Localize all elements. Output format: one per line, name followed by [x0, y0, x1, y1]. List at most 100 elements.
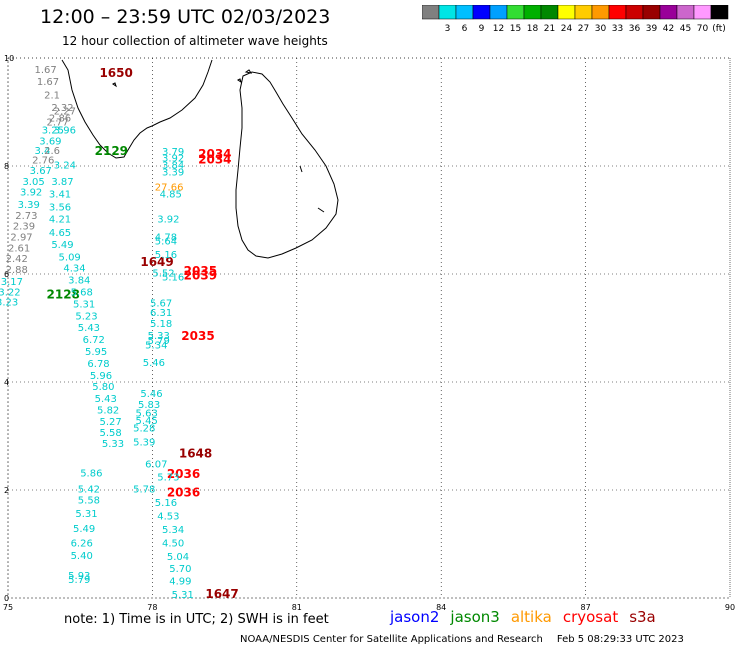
color-scale-tick: 3 — [445, 24, 451, 34]
swh-value-label: 5.64 — [155, 236, 177, 247]
swh-value-label: 5.04 — [167, 552, 189, 563]
color-scale-tick: 18 — [527, 24, 539, 34]
color-scale-tick: 42 — [663, 24, 674, 34]
swh-value-label: 4.34 — [63, 263, 85, 274]
coastline-layer — [61, 59, 339, 259]
color-scale-tick: 33 — [612, 24, 623, 34]
swh-value-label: 5.78 — [133, 485, 155, 496]
swh-value-label: 5.83 — [138, 400, 160, 411]
swh-value-label: 6.07 — [145, 459, 167, 470]
swh-value-label: 3.79 — [162, 147, 184, 158]
color-scale-tick: 21 — [544, 24, 555, 34]
swh-value-label: 5.34 — [162, 525, 184, 536]
swh-value-label: 6.26 — [71, 539, 93, 550]
swh-value-label: 5.80 — [92, 382, 114, 393]
swh-value-label: 5.58 — [99, 428, 121, 439]
swh-value-label: 5.93 — [68, 571, 90, 582]
swh-value-label: 3.92 — [157, 215, 179, 226]
color-scale-tick: 24 — [561, 24, 573, 34]
swh-value-label: 3.96 — [54, 126, 76, 137]
swh-value-label: 5.31 — [75, 509, 97, 520]
swh-value-label: 4.85 — [160, 189, 182, 200]
swh-value-label: 6.78 — [87, 359, 109, 370]
pass-time-label: 2036 — [167, 467, 200, 481]
swh-value-label: 27.66 — [155, 182, 184, 193]
swh-value-label: 3.92 — [20, 188, 42, 199]
swh-value-label: 2.1 — [44, 91, 60, 102]
color-scale-tick: 15 — [510, 24, 521, 34]
swh-value-label: 5.79 — [148, 336, 170, 347]
swh-value-label: 5.63 — [136, 409, 158, 420]
page-title: 12:00 – 23:59 UTC 02/03/2023 — [40, 6, 331, 28]
island-dot — [244, 69, 253, 74]
swh-value-label: 5.43 — [78, 323, 100, 334]
lon-tick-label: 75 — [3, 603, 13, 612]
swh-value-label: 5.33 — [148, 331, 170, 342]
pass-time-label: 1649 — [140, 255, 173, 269]
swh-value-label: 1.67 — [34, 65, 56, 76]
lat-tick-label: 4 — [4, 378, 9, 387]
color-scale-tick: 12 — [493, 24, 504, 34]
swh-value-label: 5.31 — [73, 299, 95, 310]
swh-value-label: 4.78 — [155, 233, 177, 244]
lon-tick-label: 78 — [147, 603, 157, 612]
swh-value-label: 5.18 — [150, 319, 172, 330]
pass-time-label: 2128 — [47, 287, 80, 301]
lagoon-mark — [299, 165, 303, 173]
pass-time-label: 1650 — [99, 66, 132, 80]
swh-value-label: 5.39 — [133, 438, 155, 449]
axis-labels: 75 78 81 84 87 90 0 2 4 6 8 10 — [3, 54, 735, 612]
lat-tick-label: 8 — [4, 162, 9, 171]
swh-value-label: 5.16 — [155, 498, 177, 509]
swh-value-label: 5.70 — [169, 564, 191, 575]
pass-time-label: 1647 — [205, 587, 238, 601]
swh-value-label: 3.24 — [54, 161, 76, 172]
swh-value-label: 2.61 — [8, 243, 30, 254]
swh-value-label: 5.16 — [155, 250, 177, 261]
lagoon-mark — [317, 207, 325, 213]
color-scale-tick: 30 — [595, 24, 607, 34]
swh-value-label: 3.56 — [49, 202, 71, 213]
swh-value-label: 2.97 — [10, 233, 32, 244]
swh-value-label: 5.67 — [150, 298, 172, 309]
swh-value-label: 5.46 — [143, 358, 165, 369]
swh-value-label: 3.92 — [162, 154, 184, 165]
swh-value-label: 5.43 — [95, 394, 117, 405]
swh-value-label: 3.67 — [30, 166, 52, 177]
swh-value-label: 5.86 — [80, 469, 102, 480]
swh-value-label: 4.65 — [49, 228, 71, 239]
swh-value-label: 5.34 — [145, 341, 167, 352]
swh-value-label: 5.46 — [140, 389, 162, 400]
swh-value-label: 5.96 — [90, 371, 112, 382]
swh-value-label: 6.72 — [83, 335, 105, 346]
satellite-legend-jason2: jason2 — [390, 608, 440, 626]
swh-value-label: 3.84 — [162, 161, 184, 172]
satellite-legend-jason3: jason3 — [450, 608, 500, 626]
swh-value-label: 5.49 — [73, 524, 95, 535]
lon-tick-label: 87 — [581, 603, 591, 612]
swh-value-label: 3.87 — [51, 177, 73, 188]
swh-value-label: 2.88 — [6, 265, 28, 276]
lat-tick-label: 0 — [4, 594, 9, 603]
swh-value-label: 4.21 — [49, 215, 71, 226]
lat-tick-label: 2 — [4, 486, 9, 495]
island-dot — [112, 82, 117, 88]
sri-lanka-coastline — [235, 71, 339, 259]
pass-time-label: 2039 — [184, 268, 217, 282]
satellite-legend-s3a: s3a — [629, 608, 656, 626]
swh-value-label: 5.49 — [51, 240, 73, 251]
swh-value-label: 3.23 — [0, 297, 18, 308]
map-frame — [7, 57, 731, 599]
swh-value-label: 3.05 — [22, 177, 44, 188]
pass-time-label: 2035 — [181, 329, 214, 343]
swh-value-label: 3.17 — [1, 277, 23, 288]
swh-value-label: 5.82 — [97, 405, 119, 416]
color-swatch — [710, 5, 729, 20]
swh-value-label: 3.39 — [18, 200, 40, 211]
pass-time-label: 2129 — [95, 144, 128, 158]
island-dot — [237, 78, 242, 84]
swh-value-label: 5.45 — [136, 416, 158, 427]
swh-value-label: 4.99 — [169, 577, 191, 588]
page-subtitle: 12 hour collection of altimeter wave hei… — [62, 34, 328, 48]
